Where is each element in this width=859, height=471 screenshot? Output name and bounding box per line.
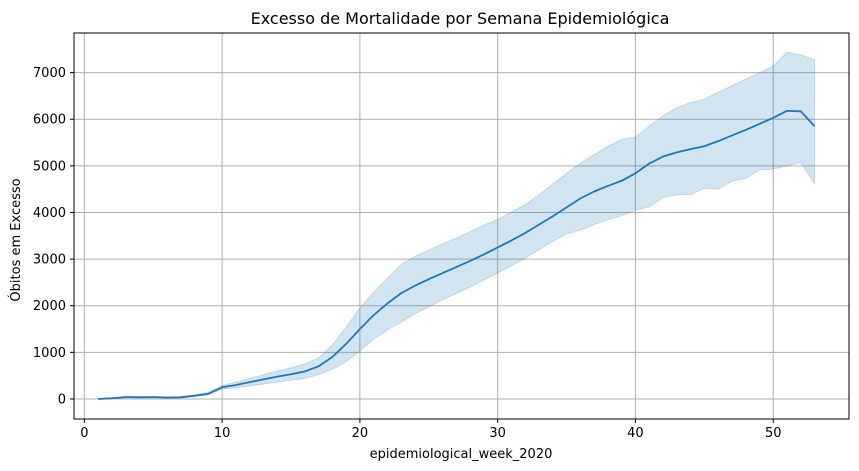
y-tick-label: 7000 [33, 66, 66, 81]
y-tick-label: 3000 [33, 253, 66, 268]
x-tick-label: 10 [214, 426, 231, 441]
y-axis-ticks: 0 1000 2000 3000 4000 5000 6000 7000 [33, 66, 74, 407]
y-tick-label: 5000 [33, 159, 66, 174]
y-axis-label: Óbitos em Excesso [8, 178, 24, 301]
chart-title: Excesso de Mortalidade por Semana Epidem… [251, 9, 670, 28]
x-axis-ticks: 0 10 20 30 40 50 [80, 419, 781, 441]
x-axis-label: epidemiological_week_2020 [370, 447, 553, 462]
y-tick-label: 1000 [33, 346, 66, 361]
x-tick-label: 20 [352, 426, 369, 441]
x-tick-label: 50 [765, 426, 782, 441]
grid [74, 33, 849, 419]
x-tick-label: 40 [627, 426, 644, 441]
y-tick-label: 2000 [33, 299, 66, 314]
confidence-band-layer [98, 51, 816, 400]
x-tick-label: 30 [489, 426, 506, 441]
y-tick-label: 6000 [33, 113, 66, 128]
x-tick-label: 0 [80, 426, 88, 441]
series-line-layer [98, 109, 816, 400]
plot-frame [73, 32, 850, 420]
y-tick-label: 4000 [33, 206, 66, 221]
y-tick-label: 0 [58, 392, 66, 407]
series-line [98, 109, 816, 400]
confidence-band [98, 51, 816, 400]
